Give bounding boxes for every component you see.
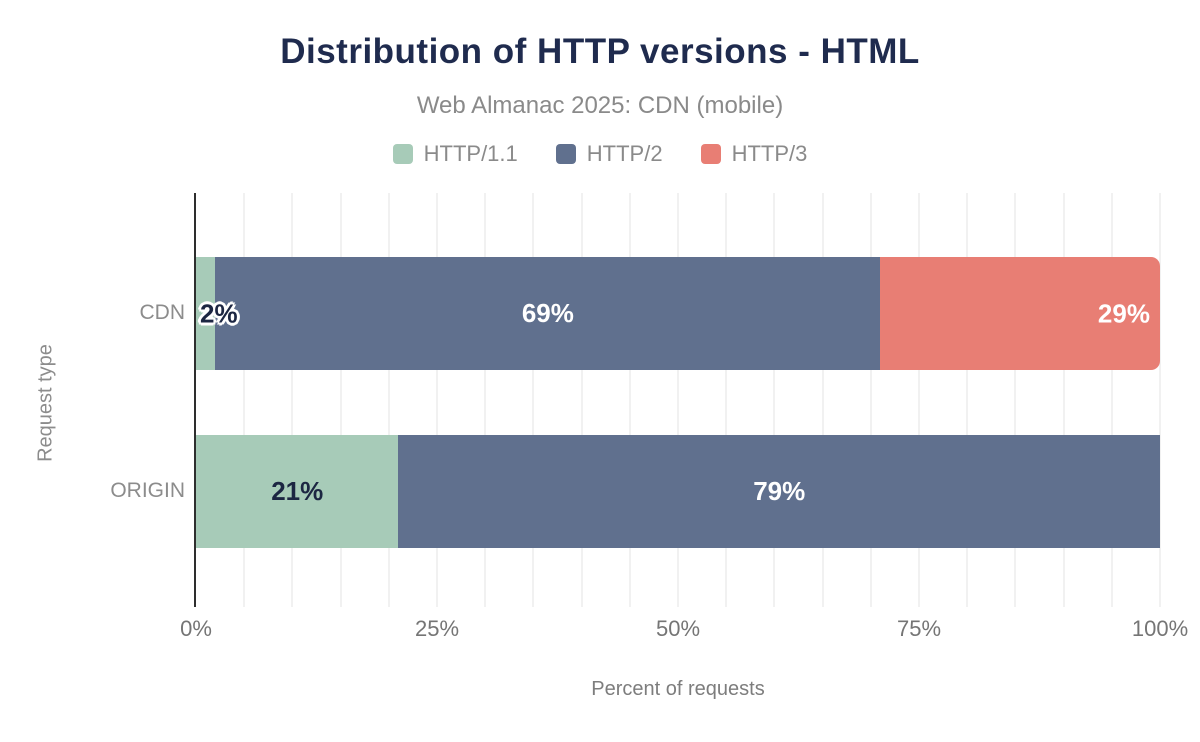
x-tick-label-100: 100% bbox=[1131, 616, 1189, 641]
data-label-http2-cdn: 69% bbox=[521, 298, 574, 328]
gridline bbox=[484, 193, 487, 607]
legend-swatch-icon bbox=[392, 144, 413, 164]
bar-segment-http2-cdn[interactable]: 69% bbox=[215, 257, 881, 370]
x-tick-label-25: 25% bbox=[414, 616, 460, 641]
x-axis-tick-labels: 0% 25% 50% 75% 100% bbox=[180, 616, 1188, 642]
gridline bbox=[339, 193, 342, 607]
data-label-http3-cdn: 29% bbox=[1097, 298, 1150, 328]
gridline bbox=[1062, 193, 1065, 607]
gridline bbox=[1014, 193, 1017, 607]
bar-row-origin: 21% 79% bbox=[196, 435, 1160, 548]
legend-swatch-icon bbox=[555, 144, 576, 164]
gridline bbox=[1159, 193, 1161, 607]
gridline bbox=[387, 193, 390, 607]
gridline bbox=[628, 193, 631, 607]
gridline bbox=[725, 193, 728, 607]
gridline bbox=[677, 193, 679, 607]
gridline bbox=[918, 193, 920, 607]
chart-title: Distribution of HTTP versions - HTML bbox=[280, 32, 920, 71]
x-tick-label-75: 75% bbox=[896, 616, 942, 641]
legend-label: HTTP/3 bbox=[731, 141, 808, 166]
bar-segment-http11-origin[interactable]: 21% bbox=[196, 435, 399, 548]
x-axis-title: Percent of requests bbox=[591, 678, 765, 700]
gridline bbox=[773, 193, 776, 607]
category-label-origin: ORIGIN bbox=[110, 479, 185, 502]
legend-label: HTTP/1.1 bbox=[423, 141, 518, 166]
gridline bbox=[966, 193, 969, 607]
x-tick-label-50: 50% bbox=[655, 616, 701, 641]
data-label-http2-origin: 79% bbox=[753, 476, 806, 506]
legend-label: HTTP/2 bbox=[586, 141, 663, 166]
bar-row-cdn: 2% 69% 29% bbox=[196, 257, 1160, 370]
chart-legend: HTTP/1.1 HTTP/2 HTTP/3 bbox=[0, 141, 1200, 167]
bar-segment-http11-cdn[interactable] bbox=[196, 257, 216, 370]
gridline bbox=[580, 193, 583, 607]
legend-item-http3[interactable]: HTTP/3 bbox=[700, 141, 808, 167]
legend-item-http2[interactable]: HTTP/2 bbox=[555, 141, 663, 167]
gridline bbox=[436, 193, 438, 607]
gridline bbox=[532, 193, 535, 607]
chart-subtitle: Web Almanac 2025: CDN (mobile) bbox=[416, 92, 784, 119]
data-label-http11-origin: 21% bbox=[271, 476, 324, 506]
gridline bbox=[243, 193, 246, 607]
gridline bbox=[821, 193, 824, 607]
x-tick-label-0: 0% bbox=[180, 616, 212, 641]
legend-item-http11[interactable]: HTTP/1.1 bbox=[392, 141, 518, 167]
category-label-cdn: CDN bbox=[139, 301, 186, 324]
gridline bbox=[291, 193, 294, 607]
gridline bbox=[1110, 193, 1113, 607]
data-label-http11-cdn: 2% bbox=[200, 298, 238, 328]
legend-swatch-icon bbox=[700, 144, 721, 164]
y-axis-title: Request type bbox=[34, 344, 57, 462]
gridline bbox=[869, 193, 872, 607]
plot-area: 2% 69% 29% 21% 79% bbox=[194, 193, 1161, 607]
bar-segment-http3-cdn[interactable]: 29% bbox=[880, 257, 1160, 370]
y-axis-line bbox=[194, 193, 196, 607]
bar-segment-http2-origin[interactable]: 79% bbox=[398, 435, 1160, 548]
